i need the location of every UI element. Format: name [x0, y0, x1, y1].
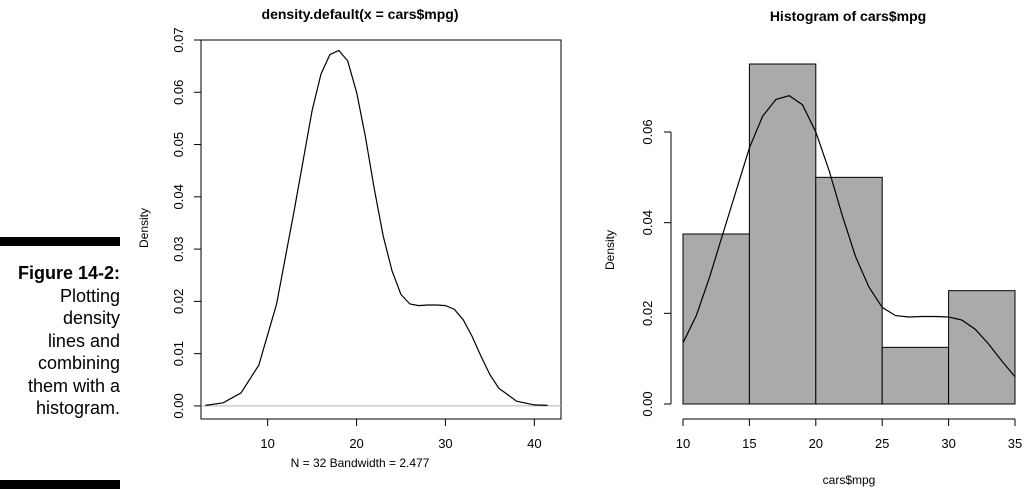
figure-caption: Figure 14-2: Plotting density lines and …: [0, 0, 120, 489]
histogram-bar: [948, 290, 1016, 405]
caption-bottom-rule: [0, 480, 120, 489]
density-overlay-curve: [682, 95, 1016, 378]
x-axis-label: cars$mpg: [823, 473, 876, 487]
plot-box: [200, 39, 562, 420]
y-tick-label: 0.06: [640, 119, 655, 144]
x-axis: 10 15 20 25 30 35: [676, 418, 1022, 451]
y-tick-label: 0.03: [171, 236, 186, 261]
y-tick-label: 0.07: [171, 27, 186, 52]
density-curve: [205, 49, 548, 406]
caption-line: lines and: [47, 330, 120, 351]
caption-line: Plotting: [59, 285, 120, 306]
caption-line: them with a: [27, 375, 120, 396]
x-tick-label: 20: [349, 436, 363, 451]
histogram-bar: [682, 233, 750, 405]
chart-title: Histogram of cars$mpg: [770, 8, 926, 24]
y-tick-label: 0.00: [171, 393, 186, 418]
caption-top-rule: [0, 237, 120, 246]
x-tick-label: 10: [260, 436, 274, 451]
x-tick-label: 35: [1008, 436, 1022, 451]
x-tick-label: 15: [742, 436, 756, 451]
y-tick-label: 0.05: [171, 132, 186, 157]
histogram-bar: [815, 176, 883, 405]
y-axis-label: Density: [603, 230, 617, 270]
caption-label: Figure 14-2:: [17, 263, 120, 283]
x-tick-label: 40: [527, 436, 541, 451]
caption-line: histogram.: [35, 398, 120, 418]
y-tick-label: 0.04: [171, 184, 186, 209]
x-tick-label: 30: [941, 436, 955, 451]
y-axis: 0.00 0.02 0.04 0.06: [640, 119, 672, 417]
x-axis-label: N = 32 Bandwidth = 2.477: [291, 456, 430, 470]
histogram-bars: [682, 63, 1016, 405]
x-tick-label: 25: [875, 436, 889, 451]
caption-text: Figure 14-2: Plotting density lines and …: [2, 262, 120, 420]
histogram-plot: Histogram of cars$mpg cars$mpg Density 1…: [603, 8, 1022, 487]
x-tick-label: 30: [438, 436, 452, 451]
x-axis: 10 20 30 40: [260, 418, 542, 451]
y-axis-label: Density: [137, 208, 151, 248]
density-plot: density.default(x = cars$mpg) N = 32 Ban…: [137, 6, 562, 470]
chart-title: density.default(x = cars$mpg): [262, 6, 459, 22]
x-tick-label: 10: [676, 436, 690, 451]
caption-line: density: [62, 308, 120, 328]
y-tick-label: 0.00: [640, 391, 655, 416]
histogram-bar: [881, 346, 950, 405]
y-axis: 0.00 0.01 0.02 0.03 0.04 0.05 0.06 0.07: [171, 27, 202, 419]
y-tick-label: 0.01: [171, 341, 186, 366]
x-tick-label: 20: [809, 436, 823, 451]
y-tick-label: 0.02: [640, 301, 655, 326]
y-tick-label: 0.04: [640, 210, 655, 235]
y-tick-label: 0.06: [171, 80, 186, 105]
histogram-bar: [748, 63, 817, 405]
caption-line: combining: [37, 353, 120, 373]
y-tick-label: 0.02: [171, 289, 186, 314]
